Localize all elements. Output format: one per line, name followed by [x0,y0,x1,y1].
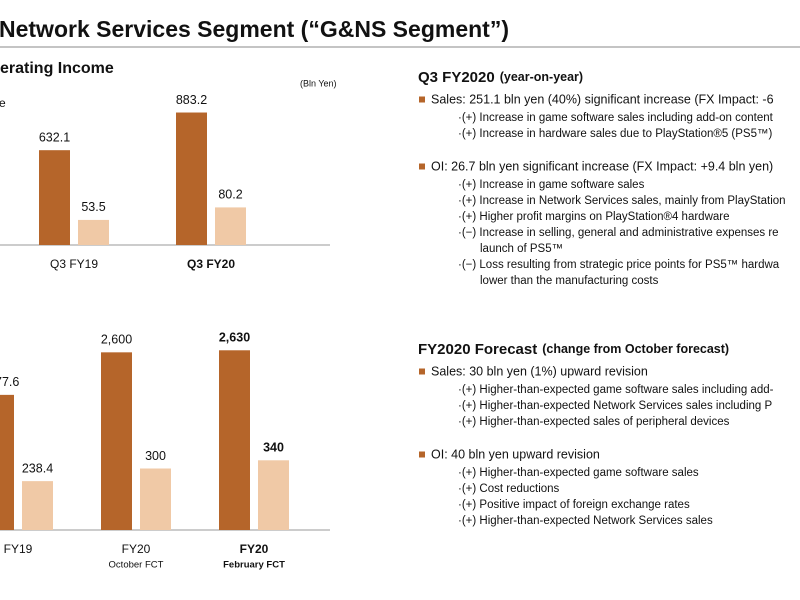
sub-item: ·(+) Higher-than-expected sales of perip… [458,416,730,428]
bar [39,150,70,245]
sub-item: ·(+) Higher profit margins on PlayStatio… [458,211,730,223]
bullet-marker [419,96,425,103]
value-label: 2,600 [101,333,132,347]
unit-label: (Bln Yen) [300,78,337,88]
sub-item: ·(+) Higher-than-expected game software … [458,467,699,479]
bar [176,112,207,246]
bullet-text: Sales: 251.1 bln yen (40%) significant i… [431,92,774,106]
heading-text: FY2020 Forecast [418,341,537,358]
bar [22,481,53,530]
bar [101,352,132,530]
bullet-text: OI: 26.7 bln yen significant increase (F… [431,159,773,173]
sub-item: ·(+) Cost reductions [458,483,560,495]
bar [219,350,250,530]
sub-item: lower than the manufacturing costs [480,275,659,287]
value-label: 300 [145,449,166,463]
value-label: 2,630 [219,331,250,345]
section-heading: FY2020 Forecast (change from October fore… [418,341,729,358]
x-tick-label: Q3 FY20 [187,257,235,271]
sub-item: ·(+) Increase in hardware sales due to P… [458,128,773,140]
legend-fragment: e [0,96,6,110]
value-label: 53.5 [81,200,105,214]
x-tick-label: FY19 [4,542,33,556]
value-label: 340 [263,441,284,455]
bullet-marker [419,451,425,458]
category-note: October FCT [109,560,164,571]
bar [140,468,171,530]
x-tick-label: Q3 FY19 [50,257,98,271]
value-label: 238.4 [22,461,53,475]
value-label: 1,977.6 [0,375,19,389]
bullet-marker [419,368,425,375]
bullet-text: OI: 40 bln yen upward revision [431,447,600,461]
category-note: February FCT [223,560,285,571]
heading-note: (change from October forecast) [542,342,729,356]
sub-item: launch of PS5™ [480,243,563,255]
bullet-marker [419,163,425,170]
bar [215,207,246,245]
sub-item: ·(+) Increase in game software sales [458,179,645,191]
value-label: 883.2 [176,93,207,107]
sub-item: ·(−) Increase in selling, general and ad… [458,227,779,239]
heading-note: (year-on-year) [500,70,583,84]
sub-item: ·(+) Higher-than-expected game software … [458,384,774,396]
bullet-text: Sales: 30 bln yen (1%) upward revision [431,364,648,378]
value-label: 632.1 [39,130,70,144]
slide-title: Network Services Segment (“G&NS Segment”… [0,16,509,42]
bar [258,460,289,530]
sub-item: ·(−) Loss resulting from strategic price… [458,259,780,271]
sub-item: ·(+) Increase in Network Services sales,… [458,195,786,207]
bar [78,219,109,245]
value-label: 80.2 [218,188,242,202]
sub-item: ·(+) Positive impact of foreign exchange… [458,499,690,511]
x-tick-label: FY20 [122,542,151,556]
section-heading: Q3 FY2020 (year-on-year) [418,69,583,86]
sub-item: ·(+) Higher-than-expected Network Servic… [458,515,713,527]
x-tick-label: FY20 [240,542,269,556]
left-heading: erating Income [0,60,114,77]
bar [0,394,14,530]
sub-item: ·(+) Increase in game software sales inc… [458,112,774,124]
heading-text: Q3 FY2020 [418,69,495,86]
sub-item: ·(+) Higher-than-expected Network Servic… [458,400,772,412]
